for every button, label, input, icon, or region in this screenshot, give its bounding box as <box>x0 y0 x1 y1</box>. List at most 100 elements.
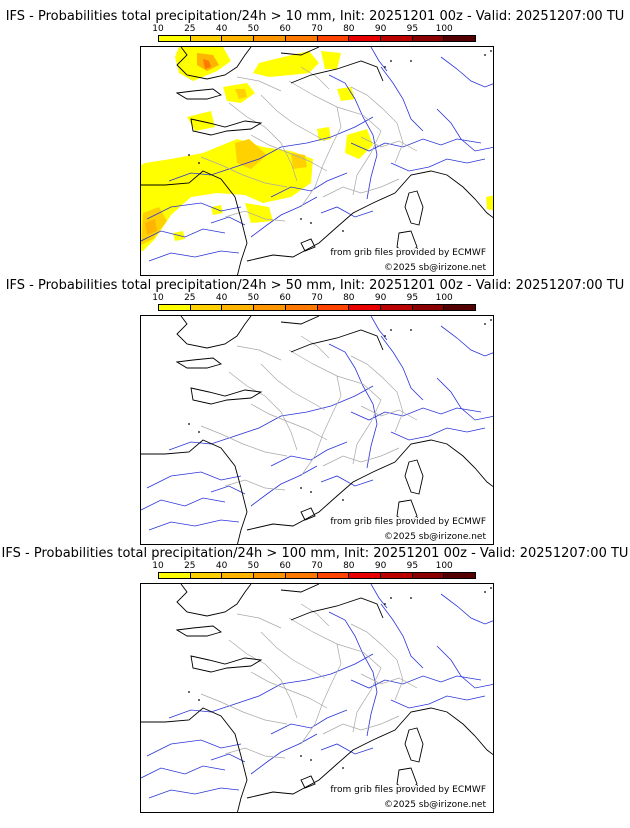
admin-border <box>236 345 282 361</box>
river-line <box>210 485 246 495</box>
river-line <box>370 47 388 72</box>
colorbar-segment <box>349 573 381 578</box>
river-line <box>146 202 242 220</box>
admin-border <box>288 349 382 465</box>
colorbar-segment <box>285 36 318 41</box>
islet <box>490 319 492 321</box>
islet <box>198 699 200 701</box>
colorbar-segment <box>190 305 223 310</box>
precip-probability-area <box>345 129 373 159</box>
colorbar-segment <box>412 305 445 310</box>
river-line <box>440 593 493 625</box>
colorbar-segment <box>222 305 255 310</box>
coastline <box>246 439 493 531</box>
coastline <box>404 190 424 226</box>
river-line <box>141 228 226 242</box>
river-line <box>168 385 374 451</box>
colorbar-segment <box>285 573 318 578</box>
admin-border <box>224 479 286 491</box>
colorbar-tick-label: 25 <box>184 24 196 34</box>
admin-border <box>224 747 286 759</box>
colorbar-tick-label: 25 <box>184 293 196 303</box>
copyright-text: ©2025 sb@irizone.net <box>383 800 487 810</box>
colorbar-tick-label: 10 <box>152 561 164 571</box>
colorbar-tick-label: 95 <box>406 561 419 571</box>
colorbar-segment <box>222 36 255 41</box>
river-line <box>328 611 378 737</box>
river-line <box>350 407 482 421</box>
islet <box>342 230 344 232</box>
admin-border <box>250 671 328 709</box>
islet <box>188 154 190 156</box>
precip-probability-area <box>173 231 185 241</box>
probability-map: from grib files provided by ECMWF ©2025 … <box>140 46 494 276</box>
panel-title: IFS - Probabilities total precipitation/… <box>5 278 625 293</box>
islet <box>484 323 486 325</box>
colorbar-segment <box>159 36 191 41</box>
river-line <box>146 739 242 757</box>
river-line <box>210 753 246 763</box>
map-panel-10mm: IFS - Probabilities total precipitation/… <box>0 8 630 278</box>
islet <box>390 597 392 599</box>
colorbar-tick-label: 100 <box>435 293 453 303</box>
colorbar-tick-label: 70 <box>311 293 323 303</box>
river-line <box>270 709 348 735</box>
islet <box>300 218 302 220</box>
colorbar-tick-label: 90 <box>374 24 387 34</box>
islet <box>300 487 302 489</box>
river-line <box>328 74 378 200</box>
river-line <box>320 206 374 218</box>
islet <box>198 162 200 164</box>
islet <box>188 423 190 425</box>
precip-probability-area <box>211 205 223 215</box>
colorbar-segment <box>444 305 476 310</box>
admin-border <box>300 375 342 477</box>
river-line <box>380 603 424 669</box>
coastline <box>246 170 493 262</box>
river-line <box>250 196 318 238</box>
admin-border <box>200 693 288 725</box>
precip-probability-area <box>235 89 247 99</box>
coastline <box>280 47 320 56</box>
islet <box>490 587 492 589</box>
colorbar-segment <box>317 573 350 578</box>
admin-border <box>360 405 418 421</box>
colorbar <box>158 35 476 42</box>
coastline <box>190 387 263 405</box>
river-line <box>168 116 374 182</box>
coastline <box>141 439 248 544</box>
coastline <box>175 88 222 100</box>
islet <box>410 60 412 62</box>
copyright-text: ©2025 sb@irizone.net <box>383 263 487 273</box>
precip-probability-area <box>337 87 355 101</box>
islet <box>310 759 312 761</box>
colorbar-tick-label: 10 <box>152 24 164 34</box>
coastline <box>141 707 248 812</box>
admin-border <box>228 639 298 719</box>
map-panel-50mm: IFS - Probabilities total precipitation/… <box>0 277 630 547</box>
islet <box>410 329 412 331</box>
admin-border <box>224 210 286 222</box>
colorbar-tick-label: 50 <box>247 24 260 34</box>
colorbar-segment <box>349 36 381 41</box>
colorbar-ticks: 10 25 40 50 60 70 80 90 95 100 <box>152 293 476 303</box>
admin-border <box>236 76 282 92</box>
river-line <box>141 765 226 779</box>
colorbar-segment <box>412 573 445 578</box>
admin-border <box>236 613 282 629</box>
river-line <box>380 66 424 132</box>
colorbar-segment <box>254 305 286 310</box>
colorbar-tick-label: 80 <box>343 293 355 303</box>
admin-border <box>260 363 326 411</box>
colorbar-tick-label: 95 <box>406 24 419 34</box>
islet <box>342 499 344 501</box>
source-credit: from grib files provided by ECMWF <box>329 785 487 795</box>
islet <box>188 691 190 693</box>
coastline <box>280 584 320 593</box>
coastline <box>300 238 316 252</box>
river-line <box>148 519 240 531</box>
river-line <box>390 158 486 172</box>
colorbar-tick-label: 80 <box>343 561 355 571</box>
panel-title: IFS - Probabilities total precipitation/… <box>1 546 629 561</box>
admin-border <box>260 631 326 679</box>
